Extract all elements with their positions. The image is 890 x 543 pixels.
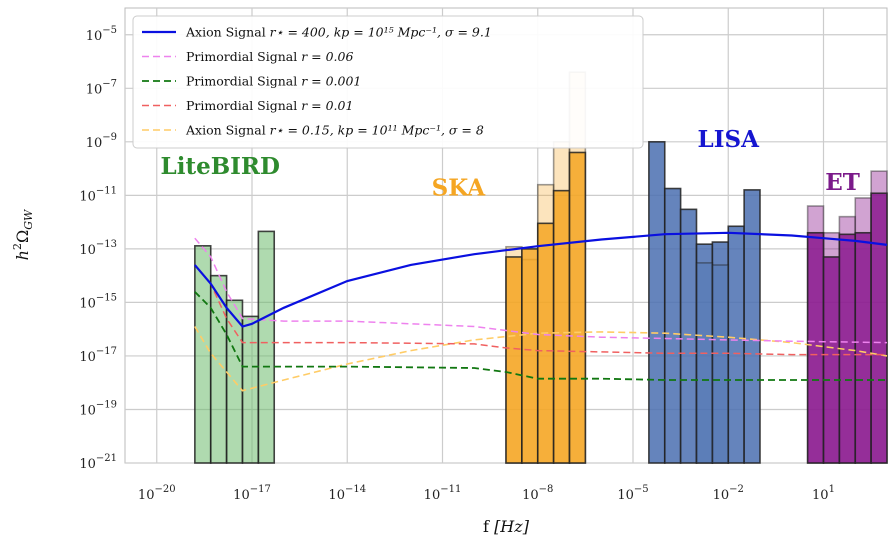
bar-litebird [194,245,212,464]
x-tick-label: 10−14 [328,484,366,503]
x-tick-label: 10−2 [713,484,744,503]
bar-et [854,231,872,464]
bar-ska [505,256,523,464]
bar-lisa [743,189,761,464]
legend: Axion Signal r⋆ = 400, kp = 10¹⁵ Mpc⁻¹, … [132,15,644,149]
y-tick-label: 10−7 [86,78,117,97]
bar-ska [536,222,555,464]
legend-entry: Primordial Signal r = 0.001 [186,74,361,89]
bar-ska [552,189,571,464]
bar-et [806,231,825,464]
label-lisa: LISA [698,126,761,153]
bar-et [870,192,888,464]
y-tick-label: 10−5 [86,25,117,44]
y-tick-label: 10−15 [79,292,117,311]
signal-lines [193,231,888,392]
y-tick-label: 10−11 [79,185,117,204]
bar-litebird [257,230,276,464]
bar-lisa [711,264,730,464]
legend-entry: Primordial Signal r = 0.01 [186,98,353,113]
x-axis-label: f [Hz] [483,517,530,536]
series-line-2 [194,291,887,381]
legend-entry: Axion Signal r⋆ = 400, kp = 10¹⁵ Mpc⁻¹, … [185,25,492,40]
x-tick-label: 10−20 [138,484,176,503]
series-line-3 [194,264,887,356]
bar-lisa [727,225,745,464]
y-tick-label: 10−17 [79,346,117,365]
y-tick-label: 10−19 [79,399,117,418]
series-line-0 [193,231,888,328]
x-tick-label: 10−17 [233,484,271,503]
y-axis-label: h2ΩGW [11,208,35,260]
x-tick-labels: 10−20 10−17 10−14 10−11 10−8 10−5 10−2 101 [138,484,835,503]
x-tick-label: 101 [812,484,835,503]
detector-bars [194,71,888,464]
label-et: ET [825,169,860,196]
legend-entry: Primordial Signal r = 0.06 [186,49,353,64]
legend-box [132,15,644,149]
bar-lisa [679,208,698,464]
x-tick-label: 10−5 [617,484,648,503]
legend-entry: Axion Signal r⋆ = 0.15, kp = 10¹¹ Mpc⁻¹,… [185,123,484,138]
bar-lisa [663,187,682,464]
y-tick-labels: 10−21 10−19 10−17 10−15 10−13 10−11 10−9 10−7 10… [79,25,117,472]
y-tick-label: 10−21 [79,453,117,472]
label-ska: SKA [432,174,487,201]
bar-lisa [648,141,666,464]
detector-labels: LiteBIRD SKA LISA ET [161,126,860,201]
bar-lisa [695,262,714,464]
bar-ska [568,151,587,464]
bar-et [822,256,841,464]
y-tick-label: 10−9 [86,132,117,151]
bar-ska [521,248,539,464]
x-tick-label: 10−11 [424,484,462,503]
label-litebird: LiteBIRD [161,153,280,180]
x-tick-label: 10−8 [522,484,553,503]
y-tick-label: 10−13 [79,239,117,258]
series-line-1 [194,237,888,344]
